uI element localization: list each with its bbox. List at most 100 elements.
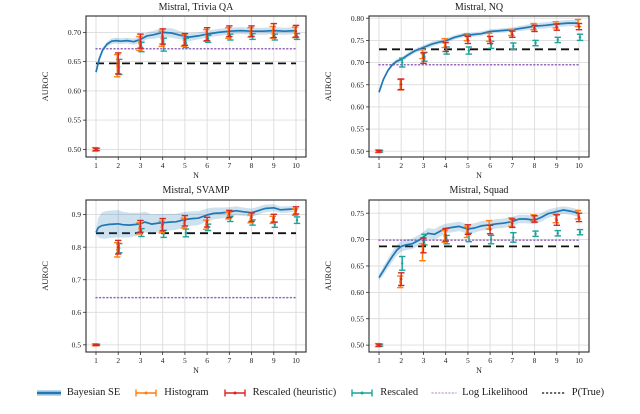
- svg-text:5: 5: [183, 356, 187, 365]
- bayesian-se-line: [95, 206, 297, 233]
- svg-text:7: 7: [510, 161, 514, 170]
- subplot-mistral-trivia-qa: 1 2 3 4 5 6 7 8 9 10 0.50 0.55 0.60 0.65 0.70 Mistral, …: [40, 2, 307, 180]
- log-likelihood-line-icon: [431, 392, 457, 394]
- svg-text:9: 9: [555, 161, 559, 170]
- svg-text:6: 6: [488, 356, 492, 365]
- svg-text:0.5: 0.5: [72, 340, 82, 349]
- svg-text:6: 6: [205, 161, 209, 170]
- svg-text:9: 9: [272, 356, 276, 365]
- y-axis-label: AUROC: [40, 261, 50, 291]
- x-tick-labels: 1 2 3 4 5 6 7 8 9 10: [94, 161, 300, 170]
- svg-text:0.70: 0.70: [351, 235, 364, 244]
- svg-text:0.6: 0.6: [72, 308, 82, 317]
- svg-text:2: 2: [399, 356, 403, 365]
- plot-title: Mistral, NQ: [455, 2, 504, 13]
- svg-text:0.60: 0.60: [68, 86, 81, 95]
- legend-label: P(True): [571, 386, 605, 398]
- bayesian-se-band-line-icon: [36, 390, 61, 396]
- svg-text:10: 10: [575, 161, 583, 170]
- plot-title: Mistral, Squad: [450, 185, 509, 196]
- svg-text:8: 8: [250, 356, 254, 365]
- svg-text:0.7: 0.7: [72, 275, 82, 284]
- svg-text:2: 2: [116, 356, 120, 365]
- svg-text:3: 3: [422, 356, 426, 365]
- rescaled-errorbar-icon: [351, 389, 373, 397]
- legend-label: Log Likelihood: [462, 386, 528, 398]
- legend-label: Histogram: [164, 386, 209, 398]
- tick-marks: [366, 212, 580, 355]
- errorbars-rescaled: [376, 33, 584, 153]
- svg-text:1: 1: [377, 356, 381, 365]
- bayesian-se-band: [379, 206, 579, 281]
- y-tick-labels: 0.50 0.55 0.60 0.65 0.70 0.75 0.80: [351, 14, 364, 156]
- svg-text:8: 8: [250, 161, 254, 170]
- x-axis-label: N: [193, 171, 199, 180]
- figure-legend: Bayesian SE Histogram Rescaled (heuristi…: [0, 376, 640, 410]
- p-true-dashed-line-icon: [541, 392, 566, 394]
- y-tick-labels: 0.50 0.55 0.60 0.65 0.70: [68, 28, 81, 154]
- legend-item-p-true: P(True): [541, 387, 604, 399]
- errorbars-rescaled-heuristic: [375, 22, 583, 153]
- errorbars-rescaled-heuristic: [375, 212, 583, 347]
- errorbars-rescaled-heuristic: [92, 206, 300, 347]
- errorbars-histogram: [374, 209, 582, 348]
- tick-marks: [83, 31, 297, 160]
- svg-text:2: 2: [116, 161, 120, 170]
- legend-label: Rescaled: [380, 386, 419, 398]
- tick-marks: [83, 214, 297, 355]
- svg-text:0.70: 0.70: [68, 28, 81, 37]
- svg-text:0.55: 0.55: [351, 125, 364, 134]
- y-axis-label: AUROC: [323, 71, 333, 101]
- svg-text:0.65: 0.65: [68, 57, 81, 66]
- plot-title: Mistral, SVAMP: [162, 185, 229, 196]
- histogram-errorbar-icon: [135, 389, 157, 397]
- svg-text:0.50: 0.50: [68, 145, 81, 154]
- svg-text:5: 5: [466, 356, 470, 365]
- legend-label: Bayesian SE: [66, 386, 121, 398]
- svg-text:0.60: 0.60: [351, 288, 364, 297]
- svg-text:9: 9: [555, 356, 559, 365]
- svg-text:4: 4: [444, 356, 448, 365]
- subplot-mistral-svamp: 1 2 3 4 5 6 7 8 9 10 0.5 0.6 0.7 0.8 0.9 Mistral, SVAMP…: [40, 185, 307, 374]
- svg-text:0.55: 0.55: [68, 116, 81, 125]
- svg-text:7: 7: [227, 161, 231, 170]
- svg-text:0.75: 0.75: [351, 36, 364, 45]
- svg-text:2: 2: [399, 161, 403, 170]
- grid: [86, 200, 306, 352]
- errorbars-rescaled-heuristic: [92, 22, 300, 152]
- svg-text:0.75: 0.75: [351, 209, 364, 218]
- svg-text:1: 1: [377, 161, 381, 170]
- y-tick-labels: 0.5 0.6 0.7 0.8 0.9: [72, 210, 82, 349]
- bayesian-se-band: [379, 20, 579, 94]
- legend-item-histogram: Histogram: [133, 386, 209, 399]
- svg-text:10: 10: [292, 356, 300, 365]
- plot-title: Mistral, Trivia QA: [159, 2, 235, 13]
- svg-text:4: 4: [444, 161, 448, 170]
- y-tick-labels: 0.50 0.55 0.60 0.65 0.70 0.75: [351, 209, 364, 350]
- tick-marks: [366, 17, 580, 160]
- legend-item-bayesian-se: Bayesian SE: [36, 387, 120, 399]
- x-axis-label: N: [476, 171, 482, 180]
- svg-text:6: 6: [488, 161, 492, 170]
- axes-border: [368, 199, 590, 353]
- svg-text:4: 4: [161, 356, 165, 365]
- x-axis-label: N: [476, 366, 482, 374]
- svg-text:0.9: 0.9: [72, 210, 82, 219]
- svg-text:0.8: 0.8: [72, 243, 82, 252]
- bayesian-se-band: [96, 27, 296, 74]
- svg-text:7: 7: [227, 356, 231, 365]
- errorbars-histogram: [91, 25, 299, 152]
- legend-item-log-likelihood: Log Likelihood: [431, 387, 528, 399]
- svg-text:0.50: 0.50: [351, 341, 364, 350]
- errorbars-histogram: [374, 18, 582, 154]
- axes-border: [85, 199, 307, 353]
- axes-border: [368, 15, 590, 158]
- svg-text:8: 8: [533, 356, 537, 365]
- svg-text:5: 5: [466, 161, 470, 170]
- legend-label: Rescaled (heuristic): [252, 386, 337, 398]
- svg-text:0.60: 0.60: [351, 102, 364, 111]
- svg-text:0.50: 0.50: [351, 147, 364, 156]
- svg-text:4: 4: [161, 161, 165, 170]
- svg-text:3: 3: [422, 161, 426, 170]
